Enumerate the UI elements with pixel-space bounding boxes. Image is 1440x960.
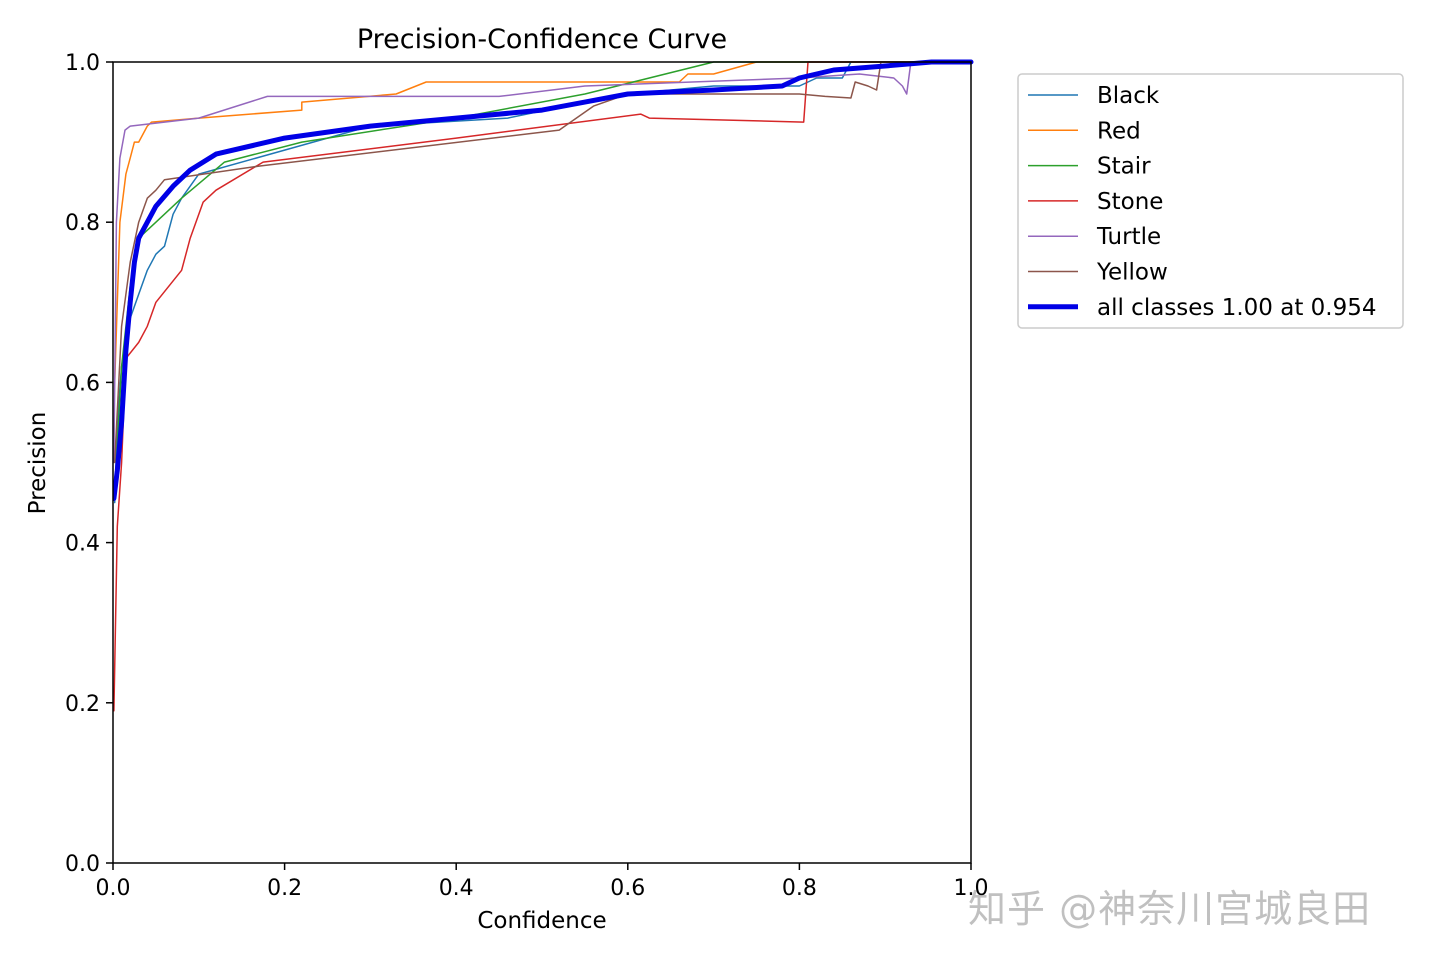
legend-label: Black	[1097, 83, 1160, 109]
x-tick-label: 0.6	[610, 876, 645, 901]
y-tick-label: 0.2	[65, 692, 100, 717]
x-tick-label: 0.4	[439, 876, 474, 901]
series-line-6	[113, 59, 974, 501]
x-tick-label: 0.0	[96, 876, 131, 901]
legend-label: all classes 1.00 at 0.954	[1097, 295, 1377, 321]
legend-frame	[1017, 73, 1404, 329]
y-tick-label: 0.0	[65, 852, 100, 877]
series-line-4	[113, 61, 972, 464]
plot-frame	[112, 61, 972, 864]
legend-label: Stone	[1097, 189, 1163, 215]
x-tick-label: 1.0	[954, 876, 989, 901]
x-tick-label: 0.2	[267, 876, 302, 901]
series-line-0	[113, 61, 972, 504]
axis-ticks: 0.0 0.2 0.4 0.6 0.8 1.0 0.0 0.2 0.4 0.6 0.8 1.0	[65, 51, 989, 901]
series-line-5	[113, 61, 972, 464]
watermark-text: 知乎 @神奈川宫城良田	[968, 887, 1372, 931]
x-axis-label: Confidence	[477, 908, 606, 934]
y-axis-label: Precision	[25, 412, 51, 515]
legend-label: Yellow	[1096, 260, 1168, 286]
y-tick-label: 0.4	[65, 532, 100, 557]
y-tick-label: 0.6	[65, 371, 100, 396]
legend-label: Turtle	[1096, 224, 1161, 250]
x-tick-label: 0.8	[782, 876, 817, 901]
chart-title: Precision-Confidence Curve	[357, 24, 727, 55]
series-line-3	[113, 61, 972, 712]
y-tick-label: 0.8	[65, 211, 100, 236]
legend-label: Stair	[1097, 154, 1151, 180]
series-line-1	[113, 61, 972, 384]
plot-area	[113, 59, 974, 712]
chart-legend: Black Red Stair Stone Turtle Yellow all classe…	[1017, 73, 1404, 329]
y-tick-label: 1.0	[65, 51, 100, 76]
legend-label: Red	[1097, 118, 1141, 144]
